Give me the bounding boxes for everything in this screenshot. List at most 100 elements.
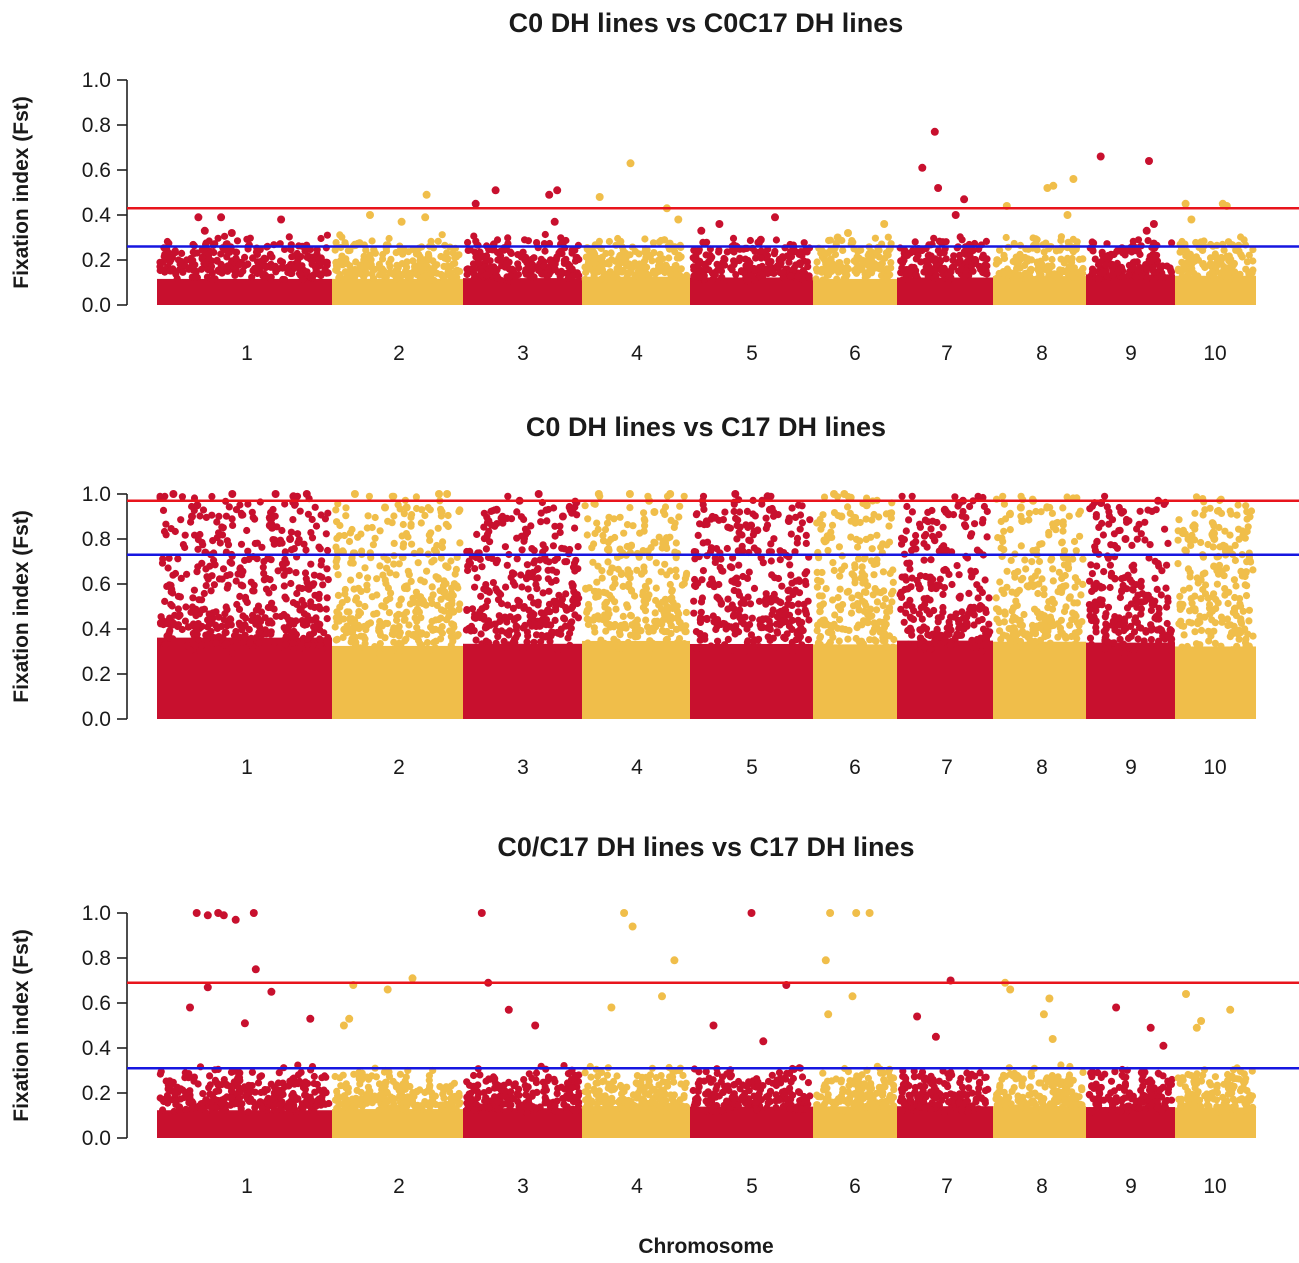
snp-point (399, 520, 407, 529)
panel-2: C0 DH lines vs C17 DH lines0.00.20.40.60… (10, 412, 1299, 779)
snp-point (368, 237, 376, 245)
snp-point (951, 493, 959, 501)
snp-point (736, 254, 744, 262)
snp-point (1088, 268, 1097, 276)
snp-point (296, 645, 304, 653)
snp-point (302, 546, 310, 554)
snp-point (411, 648, 419, 656)
marker-chr3-11 (545, 190, 554, 199)
snp-point (308, 272, 317, 280)
snp-point (851, 561, 859, 569)
snp-point (881, 275, 889, 283)
snp-point (741, 613, 749, 621)
snp-point (855, 606, 863, 614)
snp-point (229, 521, 237, 530)
snp-point (390, 539, 398, 548)
snp-point (1060, 259, 1068, 267)
y-tick-label: 0.2 (82, 1082, 111, 1105)
snp-point (1064, 270, 1072, 278)
y-tick-label: 1.0 (82, 483, 111, 506)
snp-point (666, 595, 674, 604)
snp-point (868, 269, 876, 277)
snp-point (1023, 582, 1031, 590)
snp-point (661, 510, 669, 519)
snp-point (324, 269, 332, 277)
snp-point (1217, 642, 1225, 650)
snp-point (165, 239, 173, 247)
snp-point (745, 568, 753, 576)
snp-point (1079, 555, 1087, 563)
marker-chr8-42 (1005, 510, 1014, 519)
panel-title: C0 DH lines vs C17 DH lines (526, 412, 886, 442)
snp-point (1189, 604, 1197, 612)
snp-point (1059, 504, 1067, 512)
snp-point (623, 273, 631, 281)
snp-point (390, 631, 398, 639)
snp-point (1212, 595, 1220, 604)
snp-point (336, 272, 344, 280)
snp-point (239, 567, 247, 576)
snp-point (281, 500, 289, 508)
snp-point (697, 613, 705, 622)
snp-point (281, 276, 289, 284)
snp-point (1101, 634, 1109, 642)
snp-point (202, 582, 210, 590)
snp-point (366, 251, 374, 259)
snp-point (1178, 643, 1186, 651)
snp-point (296, 507, 304, 515)
snp-point (942, 255, 950, 263)
snp-point (323, 231, 331, 239)
snp-point (996, 246, 1004, 254)
snp-point (355, 600, 363, 608)
chromosome-label-9: 9 (1125, 342, 1137, 365)
snp-point (1137, 530, 1145, 538)
snp-point (1227, 510, 1235, 518)
snp-point (244, 1108, 252, 1116)
snp-point (1206, 254, 1215, 262)
snp-point (224, 262, 232, 270)
snp-point (503, 561, 511, 569)
y-axis-label: Fixation index (Fst) (10, 929, 33, 1122)
marker-chr9-46 (1121, 535, 1130, 543)
snp-point (549, 260, 557, 268)
snp-point (243, 235, 251, 243)
snp-point (343, 259, 351, 267)
snp-point (493, 587, 501, 595)
snp-point (824, 628, 832, 636)
snp-point (668, 587, 676, 596)
snp-band-chr1 (157, 278, 332, 305)
snp-point (601, 603, 609, 611)
snp-point (338, 252, 346, 260)
snp-point (935, 237, 944, 245)
snp-point (1152, 612, 1160, 621)
snp-point (388, 519, 396, 527)
snp-point (280, 582, 288, 590)
snp-point (652, 559, 660, 567)
snp-point (401, 615, 409, 623)
snp-point (1003, 567, 1011, 575)
snp-point (553, 253, 561, 261)
snp-point (470, 627, 478, 635)
snp-point (805, 616, 813, 624)
snp-point (1038, 644, 1046, 652)
snp-point (802, 539, 810, 548)
snp-point (593, 519, 601, 527)
snp-point (862, 515, 870, 523)
snp-point (958, 608, 966, 616)
snp-point (1044, 631, 1052, 640)
snp-point (1060, 547, 1069, 555)
snp-point (1020, 631, 1029, 639)
snp-point (1090, 239, 1098, 247)
snp-point (599, 537, 608, 545)
snp-point (594, 525, 602, 534)
snp-point (1186, 573, 1194, 581)
y-axis-label: Fixation index (Fst) (10, 510, 33, 703)
snp-point (638, 570, 646, 578)
snp-point (620, 253, 628, 261)
snp-point (770, 535, 778, 543)
snp-point (477, 630, 485, 638)
snp-point (418, 629, 426, 637)
snp-point (690, 597, 698, 605)
snp-point (1181, 262, 1190, 270)
snp-point (160, 244, 168, 252)
